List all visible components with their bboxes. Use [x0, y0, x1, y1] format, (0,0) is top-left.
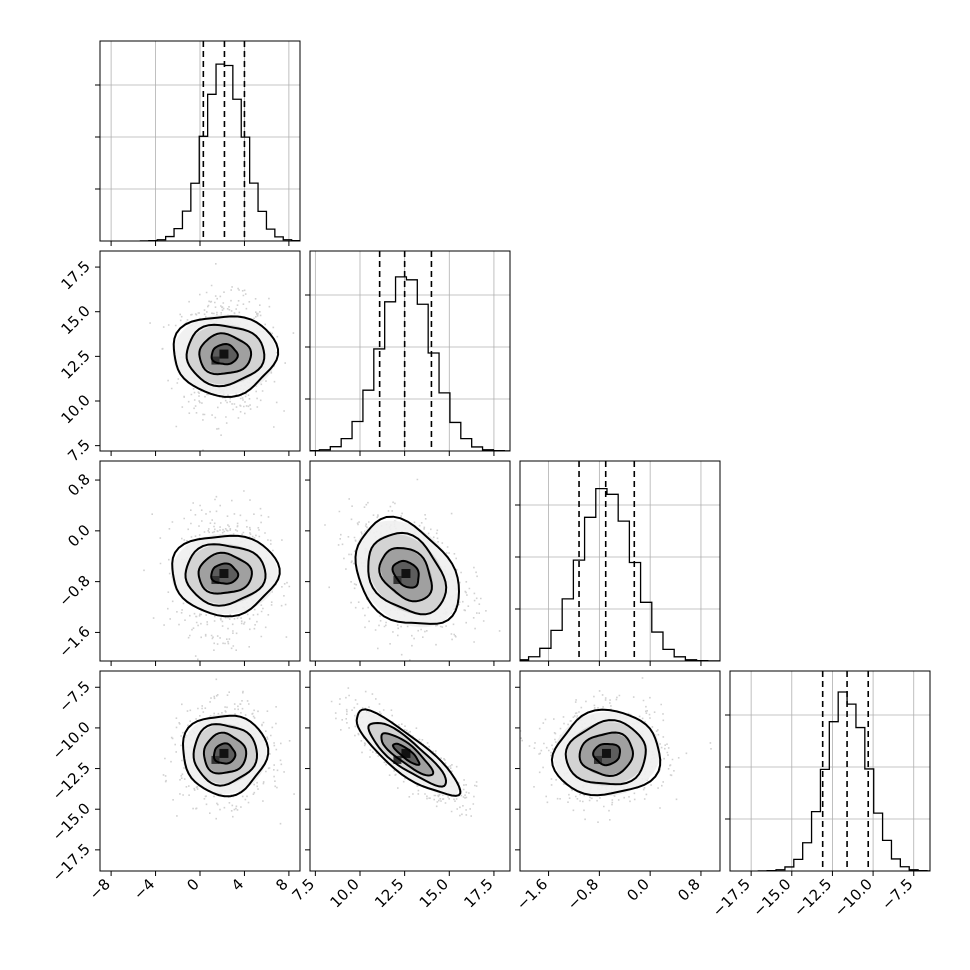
- y-tick-label: 7.5: [64, 436, 94, 466]
- y-tick-label: −0.8: [55, 572, 93, 610]
- x-tick-label: 10.0: [326, 875, 362, 911]
- x-tick-label: 17.5: [460, 875, 496, 911]
- panel-1-1: [305, 250, 511, 456]
- contour-line: [185, 323, 266, 388]
- y-tick-label: −7.5: [55, 677, 93, 715]
- panel-2-2: [515, 460, 721, 666]
- x-tick-label: −15.0: [749, 875, 794, 920]
- histogram-p1: [310, 276, 510, 451]
- contour-line: [391, 742, 421, 766]
- x-tick-label: −10.0: [831, 875, 876, 920]
- y-tick-label: −15.0: [49, 799, 94, 844]
- contour-line: [172, 315, 280, 398]
- panel-frame: [309, 670, 511, 872]
- panel-3-3: −17.5−15.0−12.5−10.0 −7.5: [709, 670, 931, 920]
- contour-line: [578, 731, 635, 778]
- density-layer: [330, 687, 478, 817]
- x-tick-label: 7.5: [289, 875, 319, 905]
- panel-frame: [729, 670, 931, 872]
- y-tick-label: −17.5: [49, 840, 94, 885]
- panel-frame: [309, 250, 511, 452]
- panel-0-0: [95, 40, 301, 246]
- x-tick-label: 0.0: [623, 875, 653, 905]
- x-tick-label: −8: [86, 875, 114, 903]
- contour-line: [210, 562, 240, 585]
- contour-line: [355, 708, 462, 797]
- y-tick-label: −1.6: [55, 623, 93, 661]
- panel-3-1: 7.5 10.0 12.5 15.0 17.5: [289, 670, 511, 911]
- contour-line: [210, 342, 239, 366]
- density-peak: [211, 356, 220, 365]
- contour-line: [564, 719, 647, 786]
- density-peak: [393, 755, 402, 764]
- contour-line: [197, 551, 253, 595]
- panel-2-0: −1.6 −0.8 0.0 0.8: [55, 460, 301, 666]
- density-layer: [143, 490, 291, 661]
- contour-line: [367, 721, 448, 788]
- panel-frame: [309, 460, 511, 662]
- contour-line: [380, 732, 435, 777]
- x-tick-label: 12.5: [371, 875, 407, 911]
- x-tick-label: −4: [130, 875, 158, 903]
- x-tick-label: −7.5: [878, 875, 916, 913]
- contour-line: [391, 559, 420, 589]
- contour-line: [171, 534, 281, 618]
- x-tick-label: −0.8: [564, 875, 602, 913]
- contour-line: [592, 743, 622, 767]
- panel-3-0: −8 −4 0 4 8−17.5−15.0−12.5−10.0−7.5: [49, 670, 301, 903]
- histogram-p3: [757, 691, 930, 871]
- density-layer: [149, 263, 295, 451]
- density-peak: [219, 748, 229, 758]
- y-tick-label: −12.5: [49, 759, 94, 804]
- x-tick-label: −1.6: [513, 875, 551, 913]
- y-tick-label: 0.8: [64, 470, 94, 500]
- density-peak: [601, 748, 611, 758]
- contour-line: [213, 742, 237, 765]
- contour-line: [192, 723, 259, 787]
- y-tick-label: −10.0: [49, 718, 94, 763]
- density-layer: [162, 678, 295, 825]
- x-tick-label: −12.5: [790, 875, 835, 920]
- contour-line: [378, 546, 433, 603]
- y-tick-label: 0.0: [64, 521, 94, 551]
- scatter-points: [162, 678, 295, 825]
- x-tick-label: 0: [183, 875, 202, 894]
- y-tick-label: 15.0: [57, 302, 93, 338]
- density-peak: [219, 349, 229, 359]
- panel-frame: [519, 460, 721, 662]
- contour-line: [550, 708, 662, 797]
- y-tick-label: 10.0: [57, 391, 93, 427]
- density-layer: [324, 478, 501, 661]
- x-tick-label: 0.8: [674, 875, 704, 905]
- contour-line: [184, 543, 267, 607]
- panel-2-1: [305, 460, 511, 666]
- panel-1-0: 7.5 10.0 12.5 15.0 17.5: [57, 250, 301, 466]
- contour-line: [202, 731, 248, 775]
- contour-line: [367, 531, 448, 616]
- histogram-p2: [520, 487, 720, 661]
- y-tick-label: 17.5: [57, 257, 93, 293]
- contour-line: [198, 332, 253, 376]
- x-tick-label: 15.0: [416, 875, 452, 911]
- contour-line: [181, 714, 270, 798]
- x-tick-label: 4: [228, 875, 247, 894]
- density-peak: [219, 569, 229, 579]
- panel-frame: [519, 670, 721, 872]
- density-layer: [520, 677, 712, 823]
- x-tick-label: −17.5: [709, 875, 754, 920]
- contour-line: [354, 515, 461, 625]
- density-peak: [211, 576, 220, 585]
- density-peak: [401, 748, 411, 758]
- density-peak: [401, 569, 411, 579]
- panel-3-2: −1.6 −0.8 0.0 0.8: [513, 670, 721, 914]
- y-tick-label: 12.5: [57, 346, 93, 382]
